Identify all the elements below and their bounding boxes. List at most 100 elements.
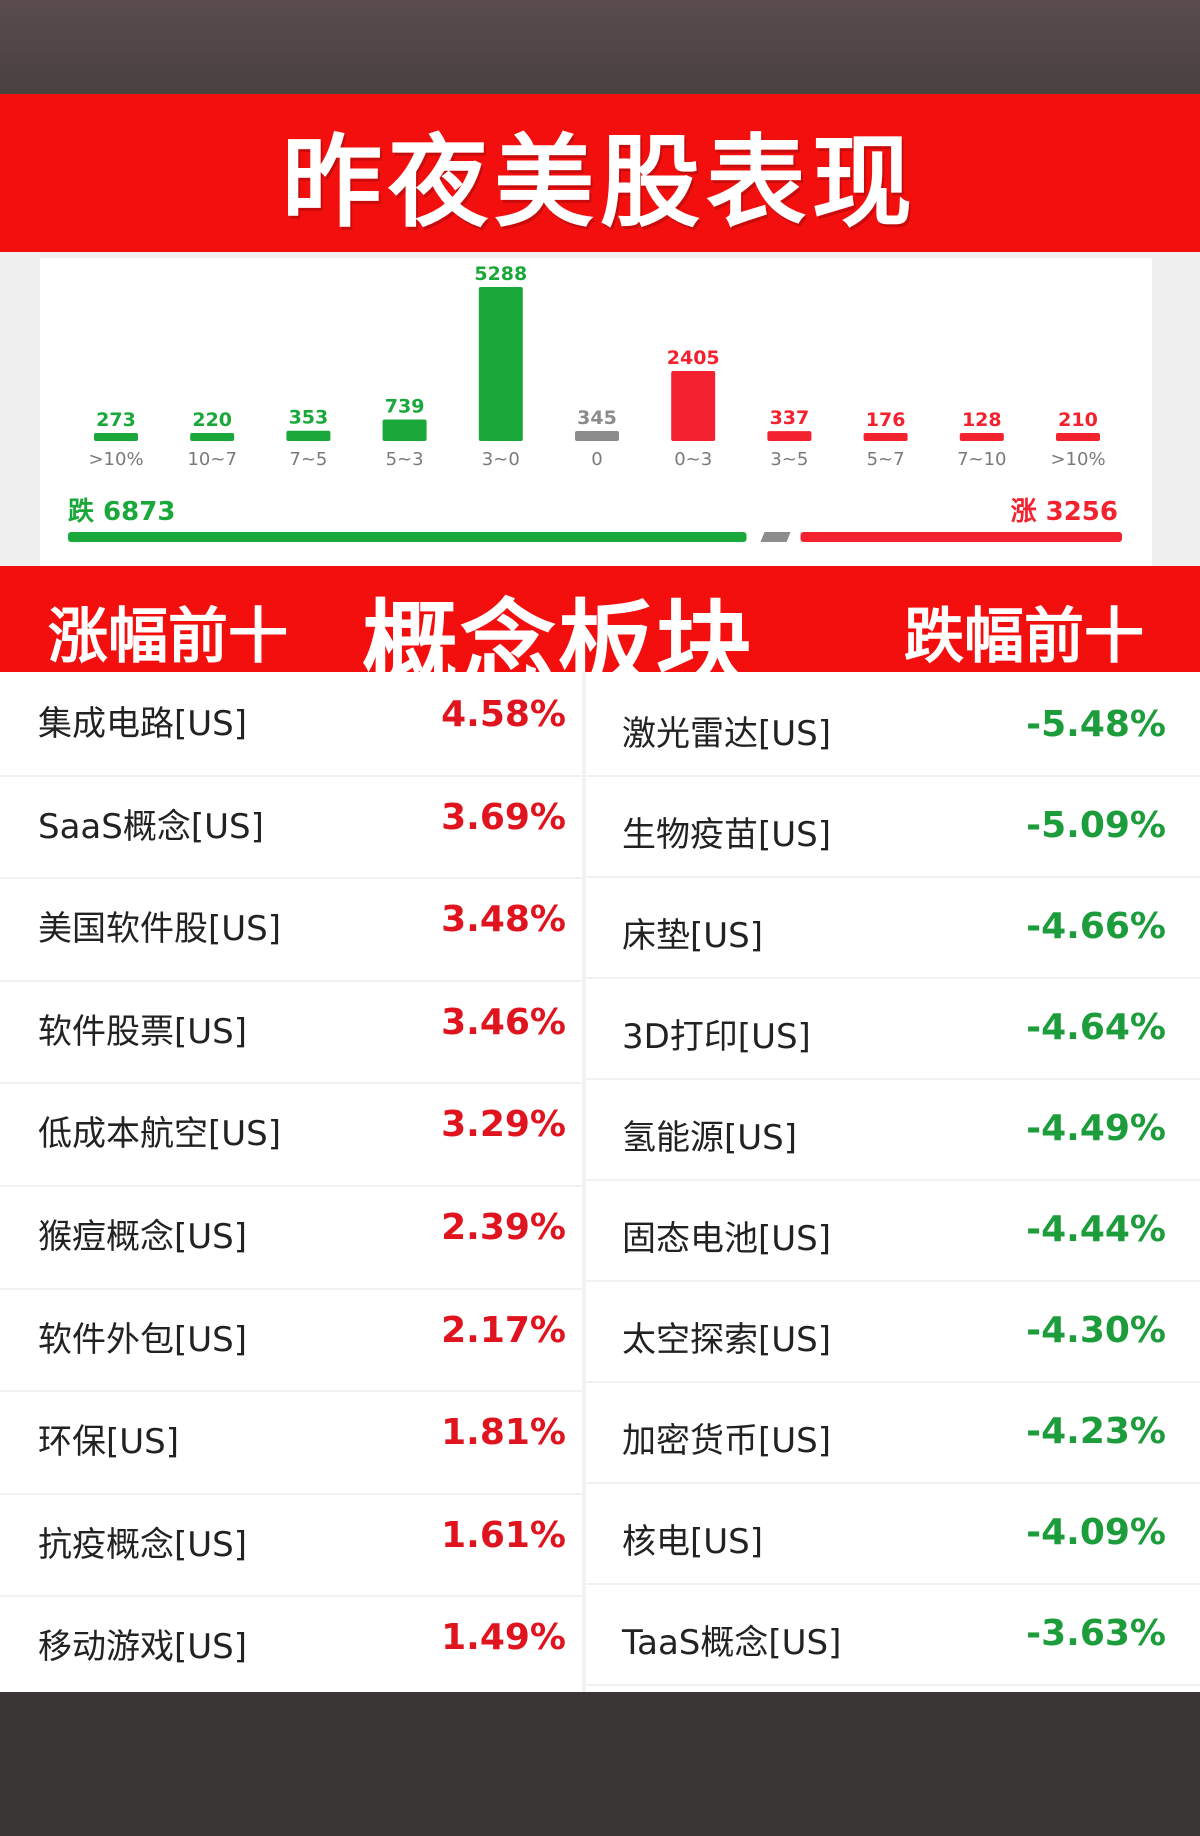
gainer-change: 3.29% xyxy=(441,1104,566,1146)
gainer-name: 抗疫概念[US] xyxy=(38,1524,247,1565)
top-losers-list: 激光雷达[US] -5.48% 生物疫苗[US] -5.09% 床垫[US] -4.66%… xyxy=(586,672,1200,1692)
loser-row: 加密货币[US] -4.23% xyxy=(586,1381,1200,1484)
loser-name: 激光雷达[US] xyxy=(622,714,831,754)
loser-name: 太空探索[US] xyxy=(622,1320,831,1360)
category-tick-label: 7~10 xyxy=(957,449,1006,470)
loser-change: -4.44% xyxy=(1026,1209,1166,1250)
category-tick-label: >10% xyxy=(88,449,143,470)
page-title: 昨夜美股表现 xyxy=(282,123,918,241)
bar-value-label: 353 xyxy=(289,407,329,429)
bar xyxy=(94,433,138,441)
bar-value-label: 2405 xyxy=(667,347,720,369)
bar xyxy=(190,433,235,441)
gainer-name: 移动游戏[US] xyxy=(38,1627,247,1668)
loser-change: -4.23% xyxy=(1026,1411,1166,1452)
bar-value-label: 128 xyxy=(962,409,1002,431)
gainer-change: 1.49% xyxy=(441,1617,566,1659)
bar-value-label: 739 xyxy=(385,395,425,417)
gainer-name: SaaS概念[US] xyxy=(38,806,264,847)
bar-value-label: 220 xyxy=(192,409,232,431)
loser-change: -4.64% xyxy=(1026,1007,1166,1048)
loser-name: 加密货币[US] xyxy=(622,1421,831,1461)
category-tick-label: 3~0 xyxy=(482,449,520,470)
loser-name: 生物疫苗[US] xyxy=(622,815,831,855)
bar-value-label: 273 xyxy=(96,409,136,431)
gainer-change: 4.58% xyxy=(441,694,566,735)
loser-row: 3D打印[US] -4.64% xyxy=(586,977,1200,1080)
gainer-row: 抗疫概念[US] 1.61% xyxy=(0,1493,582,1598)
loser-name: TaaS概念[US] xyxy=(622,1623,842,1663)
distribution-bar-chart: 273 >10% 220 10~7 353 7~5 739 5~3 5288 3~0 345 0 240… xyxy=(68,263,1122,542)
gainer-row: SaaS概念[US] 3.69% xyxy=(0,775,582,880)
top-frame-bar xyxy=(0,0,1200,94)
loser-change: -5.48% xyxy=(1026,704,1166,745)
gainer-name: 美国软件股[US] xyxy=(38,909,281,950)
category-tick-label: 10~7 xyxy=(187,449,236,470)
bar xyxy=(382,419,427,441)
category-tick-label: >10% xyxy=(1050,449,1105,470)
gainer-row: 猴痘概念[US] 2.39% xyxy=(0,1185,582,1290)
gainer-name: 软件股票[US] xyxy=(38,1011,247,1052)
bottom-frame-bar xyxy=(0,1692,1200,1836)
gainer-name: 软件外包[US] xyxy=(38,1319,247,1360)
bar xyxy=(671,370,716,441)
concept-band: 涨幅前十 概念板块 跌幅前十 xyxy=(0,566,1200,702)
gainers-heading: 涨幅前十 xyxy=(48,602,288,672)
gainer-change: 3.69% xyxy=(441,796,566,838)
bar-value-label: 210 xyxy=(1058,409,1098,431)
advance-total-label: 涨 3256 xyxy=(1011,497,1118,527)
loser-name: 床垫[US] xyxy=(622,916,763,956)
bar xyxy=(959,433,1004,441)
gainer-change: 3.48% xyxy=(441,899,566,941)
bar-value-label: 176 xyxy=(866,409,906,431)
loser-name: 氢能源[US] xyxy=(622,1118,797,1158)
loser-row: 太空探索[US] -4.30% xyxy=(586,1280,1200,1383)
category-tick-label: 3~5 xyxy=(770,449,808,470)
gainer-name: 环保[US] xyxy=(38,1422,179,1463)
gainer-change: 3.46% xyxy=(441,1001,566,1043)
category-tick-label: 0~3 xyxy=(674,449,712,470)
loser-change: -4.09% xyxy=(1026,1512,1166,1553)
loser-change: -4.49% xyxy=(1026,1108,1166,1149)
gainer-change: 2.39% xyxy=(441,1207,566,1248)
gainer-row: 美国软件股[US] 3.48% xyxy=(0,877,582,982)
flat-proportion-bar xyxy=(760,532,791,542)
loser-name: 3D打印[US] xyxy=(622,1017,811,1057)
bar-value-label: 337 xyxy=(770,407,810,429)
loser-row: TaaS概念[US] -3.63% xyxy=(586,1583,1200,1686)
bar xyxy=(863,433,908,441)
gainer-change: 1.61% xyxy=(441,1514,566,1556)
category-tick-label: 5~3 xyxy=(386,449,424,470)
decline-proportion-bar xyxy=(68,532,747,542)
loser-change: -3.63% xyxy=(1026,1613,1166,1654)
gainer-row: 低成本航空[US] 3.29% xyxy=(0,1082,582,1187)
loser-row: 核电[US] -4.09% xyxy=(586,1482,1200,1585)
gainer-row: 软件股票[US] 3.46% xyxy=(0,980,582,1085)
top-gainers-list: 集成电路[US] 4.58% SaaS概念[US] 3.69% 美国软件股[US] 3.4… xyxy=(0,672,582,1700)
gainer-name: 集成电路[US] xyxy=(38,704,247,744)
loser-name: 固态电池[US] xyxy=(622,1219,831,1259)
loser-row: 氢能源[US] -4.49% xyxy=(586,1078,1200,1181)
gainer-change: 2.17% xyxy=(441,1309,566,1351)
title-band: 昨夜美股表现 xyxy=(0,94,1200,252)
category-tick-label: 0 xyxy=(591,449,602,470)
market-poster: 昨夜美股表现 273 >10% 220 10~7 353 7~5 739 5~3 5288 3~0… xyxy=(0,94,1200,1700)
gainer-change: 1.81% xyxy=(441,1412,566,1454)
bar-value-label: 345 xyxy=(577,407,617,429)
loser-row: 生物疫苗[US] -5.09% xyxy=(586,775,1200,878)
loser-row: 固态电池[US] -4.44% xyxy=(586,1179,1200,1282)
loser-change: -4.66% xyxy=(1026,906,1166,947)
gainer-row: 集成电路[US] 4.58% xyxy=(0,672,582,777)
concept-lists: 集成电路[US] 4.58% SaaS概念[US] 3.69% 美国软件股[US] 3.4… xyxy=(0,672,1200,1700)
bar xyxy=(575,430,619,441)
bar xyxy=(286,430,331,441)
loser-name: 核电[US] xyxy=(622,1522,763,1562)
gainer-row: 软件外包[US] 2.17% xyxy=(0,1288,582,1393)
loser-row: 激光雷达[US] -5.48% xyxy=(586,674,1200,777)
loser-row: 床垫[US] -4.66% xyxy=(586,876,1200,979)
gainer-row: 移动游戏[US] 1.49% xyxy=(0,1595,582,1700)
gainer-name: 猴痘概念[US] xyxy=(38,1217,247,1257)
bar xyxy=(1056,433,1100,441)
bar-value-label: 5288 xyxy=(474,263,527,285)
losers-heading: 跌幅前十 xyxy=(904,602,1144,672)
